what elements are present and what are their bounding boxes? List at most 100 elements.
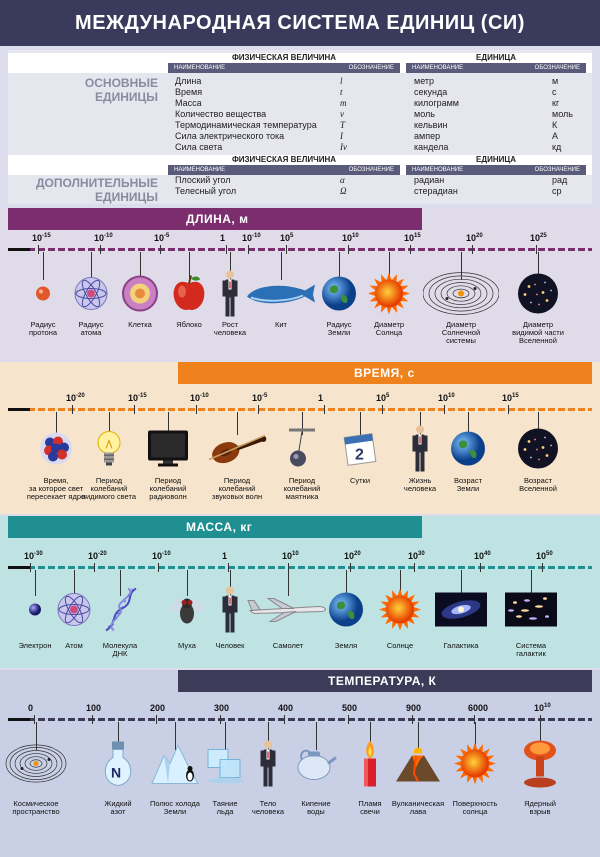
tick-mark bbox=[542, 563, 543, 572]
temperature-panel: 0 100 200 300 400 500 900 6000 1010 Космическое п… bbox=[0, 670, 600, 857]
extra-units-label: ДОПОЛНИТЕЛЬНЫЕ ЕДИНИЦЫ bbox=[35, 176, 158, 204]
atom-icon bbox=[73, 276, 109, 317]
volcano-icon bbox=[394, 744, 442, 789]
tick-exponent: 15 bbox=[512, 393, 519, 399]
leader-line bbox=[475, 722, 476, 750]
table-row: Сила света Iv кандела кд bbox=[8, 142, 592, 153]
tick-base: 10 bbox=[152, 551, 163, 561]
tick-exponent: -10 bbox=[162, 551, 171, 557]
tick-base: 10 bbox=[534, 703, 545, 713]
tick-base: 10 bbox=[190, 393, 201, 403]
tick-mark bbox=[72, 405, 73, 414]
tick-base: 1 bbox=[220, 233, 226, 243]
quantity-cell: Сила электрического тока bbox=[175, 131, 285, 141]
abbr-cell: рад bbox=[552, 175, 568, 185]
leader-line bbox=[118, 722, 119, 750]
tick-mark bbox=[474, 715, 475, 724]
table-header-extra: ФИЗИЧЕСКАЯ ВЕЛИЧИНА НАИМЕНОВАНИЕ ОБОЗНАЧЕ… bbox=[8, 155, 592, 175]
lightbulb-icon bbox=[96, 429, 122, 474]
tick-mark bbox=[100, 245, 101, 254]
leader-line bbox=[389, 252, 390, 280]
quantity-cell: Сила света bbox=[175, 142, 223, 152]
mass-axis-start bbox=[8, 566, 30, 569]
quantity-cell: Плоский угол bbox=[175, 175, 231, 185]
tick-mark bbox=[410, 245, 411, 254]
kettle-icon bbox=[294, 746, 338, 787]
leader-line bbox=[538, 252, 539, 280]
explosion-icon bbox=[520, 739, 560, 794]
tick-label: 10-10 bbox=[94, 233, 113, 243]
leader-line bbox=[316, 722, 317, 750]
tick-base: 10 bbox=[32, 233, 43, 243]
tick-base: 10 bbox=[376, 393, 387, 403]
item-label: Жидкий азот bbox=[104, 799, 132, 816]
flask-icon: N bbox=[98, 740, 138, 793]
tick-base: 10 bbox=[280, 233, 291, 243]
table-row: Количество вещества ν моль моль bbox=[8, 109, 592, 120]
tick-base: 10 bbox=[408, 551, 419, 561]
item-label: Таяние льда bbox=[212, 799, 238, 816]
tick-exponent: 5 bbox=[386, 393, 390, 399]
tick-label: 900 bbox=[406, 703, 421, 713]
tick-base: 10 bbox=[466, 233, 477, 243]
tick-base: 900 bbox=[406, 703, 422, 713]
tick-mark bbox=[412, 715, 413, 724]
airplane-icon bbox=[246, 597, 330, 628]
leader-line bbox=[268, 722, 269, 750]
symbol-cell: I bbox=[340, 131, 343, 141]
unit-cell: радиан bbox=[414, 175, 445, 185]
tick-base: 10 bbox=[242, 233, 253, 243]
time-heading: ВРЕМЯ, с bbox=[178, 362, 592, 384]
tick-mark bbox=[158, 563, 159, 572]
leader-line bbox=[288, 570, 289, 596]
leader-line bbox=[370, 722, 371, 750]
tick-label: 500 bbox=[342, 703, 357, 713]
tick-label: 10-30 bbox=[24, 551, 43, 561]
abbr-cell: с bbox=[552, 87, 557, 97]
tick-mark bbox=[258, 405, 259, 414]
tick-label: 10-20 bbox=[88, 551, 107, 561]
page-title: МЕЖДУНАРОДНАЯ СИСТЕМА ЕДИНИЦ (СИ) bbox=[0, 0, 600, 46]
item-label: Период колебаний видимого света bbox=[82, 476, 136, 501]
symbol-cell: α bbox=[340, 175, 345, 185]
man-icon bbox=[412, 425, 428, 478]
tick-mark bbox=[92, 715, 93, 724]
symbol-cell: T bbox=[340, 120, 346, 130]
item-label: Атом bbox=[65, 641, 83, 650]
leader-line bbox=[400, 570, 401, 596]
tick-base: 10 bbox=[66, 393, 77, 403]
tick-mark bbox=[288, 563, 289, 572]
tick-base: 100 bbox=[86, 703, 102, 713]
tick-exponent: -15 bbox=[42, 233, 51, 239]
item-label: Радиус атома bbox=[78, 320, 104, 337]
tick-label: 105 bbox=[280, 233, 293, 243]
leader-line bbox=[225, 722, 226, 750]
mass-panel: 10-30 10-20 10-10 1 1010 1020 1030 1040 1050 Элек… bbox=[0, 516, 600, 668]
tick-label: 1015 bbox=[502, 393, 519, 403]
leader-line bbox=[237, 412, 238, 435]
unit-cell: килограмм bbox=[414, 98, 459, 108]
tick-exponent: -10 bbox=[252, 233, 261, 239]
sun-icon bbox=[453, 742, 497, 791]
leader-line bbox=[175, 722, 176, 750]
leader-line bbox=[56, 412, 57, 435]
tick-base: 10 bbox=[502, 393, 513, 403]
unit-cell: секунда bbox=[414, 87, 448, 97]
tick-exponent: 50 bbox=[546, 551, 553, 557]
temperature-axis-start bbox=[8, 718, 30, 721]
tick-exponent: -10 bbox=[200, 393, 209, 399]
tick-exponent: 20 bbox=[476, 233, 483, 239]
leader-line bbox=[140, 252, 141, 280]
tick-mark bbox=[480, 563, 481, 572]
tick-exponent: 15 bbox=[414, 233, 421, 239]
iceberg-icon bbox=[150, 742, 200, 791]
earth-icon bbox=[321, 276, 357, 317]
tick-mark bbox=[160, 245, 161, 254]
leader-line bbox=[540, 722, 541, 750]
cell-icon bbox=[121, 275, 159, 318]
whale-icon bbox=[245, 281, 317, 312]
man-icon bbox=[222, 270, 238, 323]
tick-label: 1010 bbox=[342, 233, 359, 243]
mass-axis bbox=[8, 566, 592, 569]
